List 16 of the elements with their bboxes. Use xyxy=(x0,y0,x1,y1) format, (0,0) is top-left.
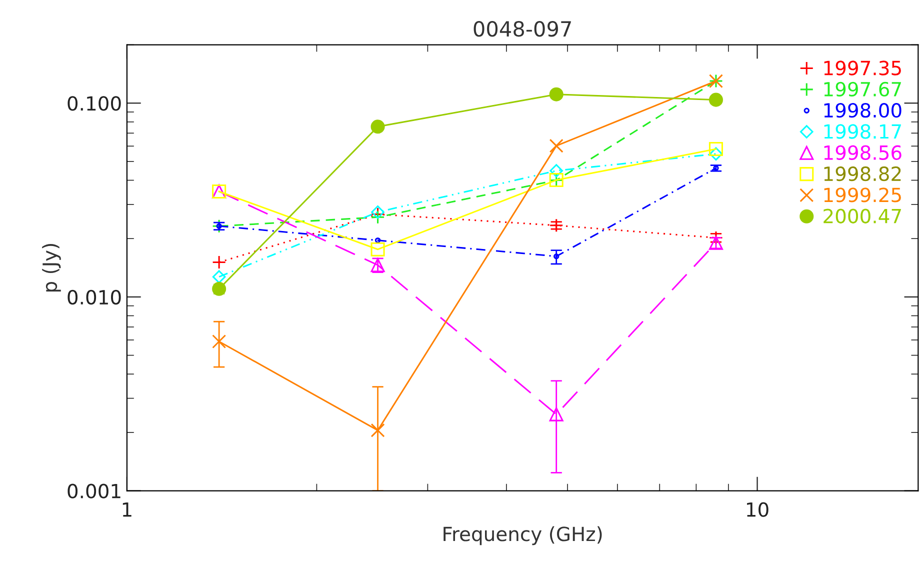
legend-label: 1998.17 xyxy=(824,124,901,139)
legend-label: 1997.67 xyxy=(824,82,901,97)
y-axis-title: p (Jy) xyxy=(42,244,61,292)
legend-label: 2000.47 xyxy=(824,208,901,224)
x-tick-label: 10 xyxy=(747,502,768,517)
legend-label: 1999.25 xyxy=(824,188,901,202)
y-tick-label: 0.100 xyxy=(68,96,121,111)
legend-label: 1998.00 xyxy=(824,102,902,118)
y-tick-label: 0.001 xyxy=(68,484,120,498)
legend-label: 1998.56 xyxy=(824,145,902,160)
legend-label: 1998.82 xyxy=(824,166,901,182)
x-tick-label: 1 xyxy=(122,502,132,517)
chart-title: 0048-097 xyxy=(474,20,571,37)
legend-label: 1997.35 xyxy=(824,60,901,76)
y-tick-label: 0.010 xyxy=(68,290,121,305)
x-axis-title: Frequency (GHz) xyxy=(444,526,602,546)
